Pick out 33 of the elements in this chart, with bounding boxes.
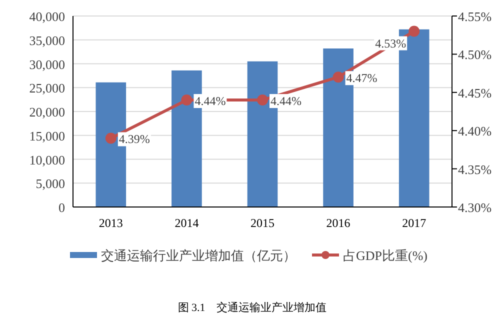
- y2-tick-label: 4.35%: [458, 162, 492, 177]
- y-tick-label: 10,000: [29, 152, 65, 168]
- x-tick-label: 2017: [402, 216, 426, 230]
- data-label: 4.44%: [270, 94, 302, 108]
- x-tick-label: 2015: [250, 216, 274, 230]
- point: [257, 94, 268, 106]
- legend-label: 交通运输行业产业增加值（亿元）: [101, 248, 296, 263]
- y-tick-label: 20,000: [29, 104, 65, 120]
- data-label: 4.39%: [118, 132, 150, 146]
- y2-tick-label: 4.45%: [458, 85, 492, 100]
- y-tick-label: 0: [58, 200, 65, 215]
- y-tick-label: 5,000: [36, 176, 65, 192]
- x-tick-label: 2014: [174, 216, 199, 230]
- point: [181, 94, 192, 106]
- point: [332, 72, 344, 83]
- y-tick-label: 35,000: [29, 32, 65, 48]
- data-label: 4.47%: [346, 71, 378, 86]
- y2-tick-label: 4.55%: [458, 9, 492, 24]
- x-tick-label: 2013: [98, 216, 123, 230]
- y-tick-label: 15,000: [29, 128, 65, 144]
- y-tick-label: 25,000: [29, 80, 65, 96]
- text: 图 3.1 交通运输业产业增加值: [178, 301, 326, 314]
- data-label: 4.44%: [194, 94, 226, 108]
- y-tick-label: 30,000: [29, 56, 65, 72]
- legend-label: 占GDP比重(%): [343, 248, 428, 263]
- data-label: 4.53%: [375, 36, 406, 50]
- y-tick-label: 40,000: [29, 9, 65, 24]
- y2-tick-label: 4.30%: [458, 200, 492, 215]
- x-tick-label: 2016: [326, 216, 350, 230]
- point: [408, 26, 420, 37]
- y2-tick-label: 4.50%: [458, 47, 492, 62]
- y2-tick-label: 4.40%: [458, 124, 492, 139]
- point: [105, 132, 116, 144]
